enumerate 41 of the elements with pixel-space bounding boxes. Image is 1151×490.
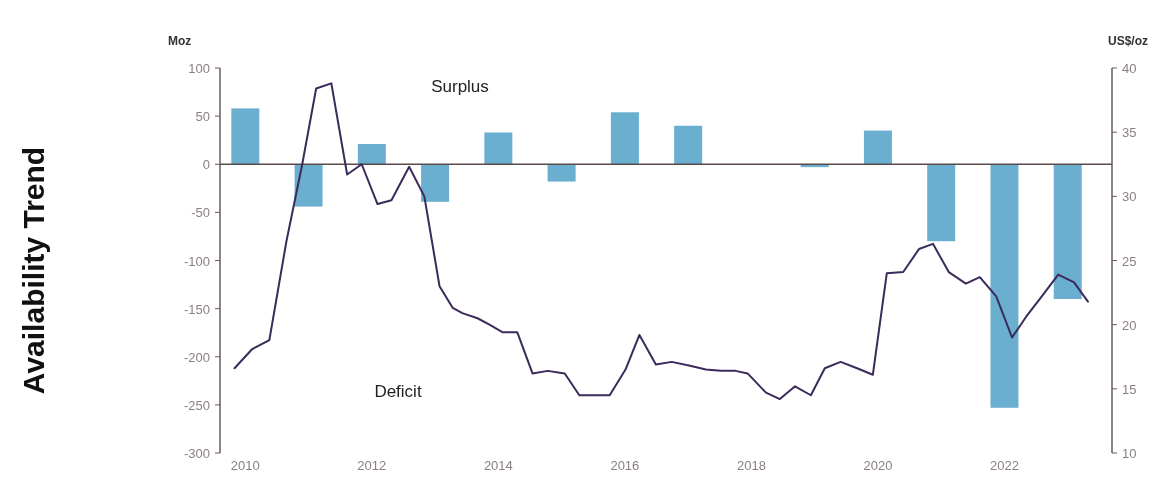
x-tick-label: 2022 [989, 458, 1019, 473]
line-series [233, 82, 1089, 401]
y2-tick-label: 20 [1122, 317, 1137, 333]
annotation: Surplus [431, 77, 489, 96]
y-tick-label: -100 [183, 253, 210, 269]
bar [484, 132, 513, 165]
text: Availability Trend [17, 146, 50, 395]
y-tick-label: -300 [183, 446, 210, 461]
bar [610, 112, 639, 165]
annotation: Deficit [374, 382, 422, 401]
bar [927, 164, 956, 242]
y2-axis-title: US$/oz [1108, 34, 1149, 48]
y2-tick-label: 40 [1122, 61, 1137, 76]
y-tick-label: 100 [188, 61, 210, 76]
x-tick-label: 2014 [483, 458, 513, 473]
y-tick-label: -50 [191, 205, 210, 221]
y-axis-title: Moz [168, 34, 192, 48]
bar [863, 130, 892, 165]
y2-tick-label: 25 [1122, 253, 1137, 269]
bar [294, 164, 323, 207]
bar [421, 164, 450, 202]
y-tick-label: 50 [195, 109, 210, 125]
y2-tick-label: 15 [1122, 381, 1137, 397]
y2-tick-label: 10 [1122, 446, 1137, 461]
x-tick-label: 2016 [610, 458, 640, 473]
bar [674, 125, 703, 165]
x-tick-label: 2010 [230, 458, 260, 473]
x-tick-label: 2020 [863, 458, 893, 473]
y-tick-label: 0 [202, 157, 210, 173]
y-tick-label: -150 [183, 301, 210, 317]
bar [547, 164, 576, 182]
y-tick-label: -250 [183, 397, 210, 413]
x-tick-label: 2012 [357, 458, 387, 473]
bar [357, 144, 386, 165]
bar [990, 164, 1019, 408]
bar [231, 108, 260, 165]
y-tick-label: -200 [183, 349, 210, 365]
x-tick-label: 2018 [736, 458, 766, 473]
y2-tick-label: 35 [1122, 125, 1137, 141]
y2-tick-label: 30 [1122, 189, 1137, 205]
bar [1053, 164, 1082, 299]
